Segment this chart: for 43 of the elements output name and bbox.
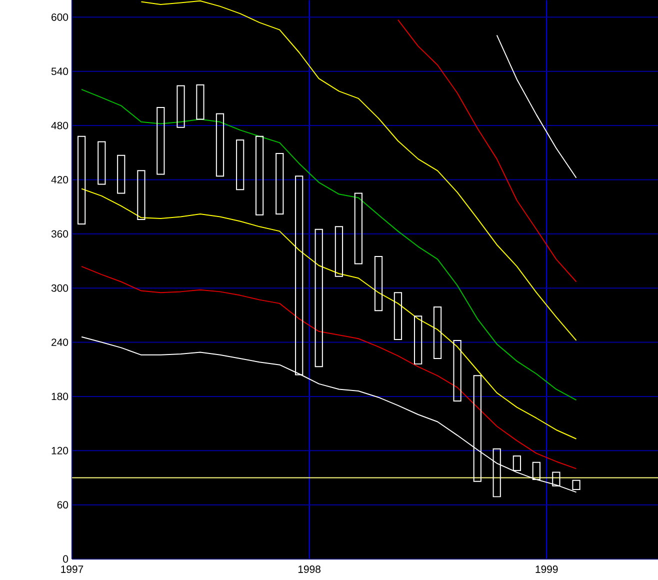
candlestick xyxy=(552,472,560,486)
candlestick xyxy=(354,192,362,264)
y-tick-label: 60 xyxy=(57,501,68,509)
candlestick xyxy=(314,228,323,368)
line-series xyxy=(81,88,577,401)
y-tick-label: 420 xyxy=(51,176,68,184)
candlestick xyxy=(196,84,204,120)
candlestick xyxy=(216,113,224,177)
candlestick xyxy=(98,141,106,185)
line-series xyxy=(140,0,577,341)
y-tick-label: 480 xyxy=(51,122,68,130)
y-tick-label: 360 xyxy=(51,230,68,238)
x-tick-label: 1998 xyxy=(298,566,320,573)
candlestick xyxy=(532,462,540,480)
candlestick xyxy=(137,170,146,220)
y-tick-label: 300 xyxy=(51,284,68,292)
candlestick xyxy=(117,154,126,194)
candlestick xyxy=(473,375,482,482)
line-series xyxy=(496,34,577,178)
candlestick xyxy=(453,340,462,402)
candlestick xyxy=(374,256,383,312)
candlestick xyxy=(156,106,165,175)
candlestick xyxy=(512,456,522,471)
y-tick-label: 540 xyxy=(51,68,68,76)
candlestick xyxy=(78,136,86,224)
candlestick xyxy=(394,292,402,340)
x-tick-label: 1997 xyxy=(61,566,84,573)
candlestick xyxy=(255,136,264,216)
y-tick-label: 0 xyxy=(63,555,68,563)
y-tick-label: 180 xyxy=(52,392,68,400)
candlestick xyxy=(276,153,284,215)
line-series xyxy=(81,188,577,440)
candlestick xyxy=(334,226,344,277)
candlestick xyxy=(414,316,422,364)
y-tick-label: 120 xyxy=(52,446,68,454)
line-series xyxy=(81,266,577,470)
y-tick-label: 600 xyxy=(52,13,68,21)
x-tick-label: 1999 xyxy=(536,566,558,573)
candlestick xyxy=(176,85,185,128)
line-series xyxy=(397,19,577,282)
y-tick-label: 240 xyxy=(52,338,68,346)
candlestick xyxy=(433,306,442,360)
candlestick xyxy=(236,139,244,190)
